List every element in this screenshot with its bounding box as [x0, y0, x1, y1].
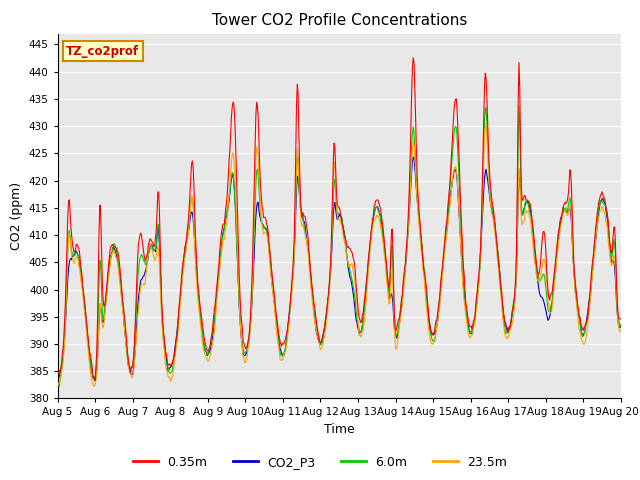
- CO2_P3: [408, 158, 416, 164]
- CO2_P3: [410, 154, 417, 160]
- 6.0m: [123, 347, 131, 353]
- 23.5m: [54, 381, 61, 386]
- CO2_P3: [426, 320, 433, 326]
- 6.0m: [54, 381, 61, 387]
- 23.5m: [180, 264, 188, 270]
- 23.5m: [210, 336, 218, 341]
- Line: 6.0m: 6.0m: [58, 106, 621, 387]
- 23.5m: [482, 123, 490, 129]
- 6.0m: [408, 130, 416, 136]
- 0.35m: [408, 65, 416, 71]
- 0.35m: [54, 368, 61, 373]
- Line: 23.5m: 23.5m: [58, 126, 621, 386]
- 23.5m: [64, 246, 72, 252]
- CO2_P3: [123, 345, 131, 350]
- 6.0m: [210, 322, 218, 328]
- 0.35m: [617, 316, 625, 322]
- CO2_P3: [64, 276, 72, 282]
- 6.0m: [617, 322, 625, 328]
- 23.5m: [425, 328, 433, 334]
- 23.5m: [408, 145, 416, 151]
- 6.0m: [515, 103, 523, 109]
- 23.5m: [617, 327, 625, 333]
- 0.35m: [410, 55, 417, 60]
- CO2_P3: [210, 327, 218, 333]
- Y-axis label: CO2 (ppm): CO2 (ppm): [10, 182, 23, 250]
- 23.5m: [90, 383, 97, 389]
- Text: TZ_co2prof: TZ_co2prof: [66, 45, 139, 58]
- CO2_P3: [54, 376, 61, 382]
- Line: CO2_P3: CO2_P3: [58, 157, 621, 381]
- 0.35m: [64, 214, 72, 219]
- 0.35m: [92, 378, 99, 384]
- 6.0m: [180, 259, 188, 264]
- CO2_P3: [617, 324, 625, 329]
- CO2_P3: [92, 378, 99, 384]
- 0.35m: [426, 323, 433, 328]
- 0.35m: [123, 335, 131, 341]
- 6.0m: [65, 232, 72, 238]
- 23.5m: [123, 343, 131, 348]
- 0.35m: [210, 315, 218, 321]
- X-axis label: Time: Time: [324, 423, 355, 436]
- Line: 0.35m: 0.35m: [58, 58, 621, 381]
- CO2_P3: [180, 257, 188, 263]
- Title: Tower CO2 Profile Concentrations: Tower CO2 Profile Concentrations: [211, 13, 467, 28]
- 6.0m: [55, 384, 63, 390]
- Legend: 0.35m, CO2_P3, 6.0m, 23.5m: 0.35m, CO2_P3, 6.0m, 23.5m: [127, 451, 513, 474]
- 6.0m: [425, 319, 433, 325]
- 0.35m: [180, 255, 188, 261]
